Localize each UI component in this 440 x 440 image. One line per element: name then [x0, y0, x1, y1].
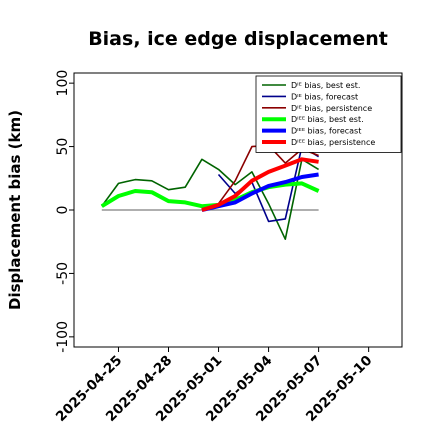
- series-line-4: [100, 181, 320, 209]
- y-tick-label: 0: [55, 206, 71, 215]
- y-tick-label: -100: [55, 321, 71, 353]
- series-line-6: [201, 157, 319, 212]
- plot-area: -100-500501002025-04-252025-04-282025-05…: [53, 70, 403, 425]
- y-tick-label: -50: [55, 262, 71, 285]
- legend-entry: Dᴵᴱ bias, best est.: [291, 81, 360, 90]
- series-line-1: [101, 158, 320, 240]
- y-tick-label: 100: [55, 70, 71, 97]
- legend-entry: Dᴵᴱ bias, forecast: [291, 92, 358, 101]
- y-tick-label: 50: [55, 138, 71, 156]
- legend-box: [255, 75, 402, 153]
- legend-entry: Dᴵᴱᴱ bias, forecast: [291, 127, 361, 136]
- y-axis-label: Displacement bias (km): [6, 110, 24, 310]
- chart-title: Bias, ice edge displacement: [88, 28, 388, 50]
- legend-entry: Dᴵᴱ bias, persistence: [291, 104, 372, 113]
- legend-entry: Dᴵᴱᴱ bias, best est.: [291, 115, 364, 124]
- legend-entry: Dᴵᴱᴱ bias, persistence: [291, 138, 375, 147]
